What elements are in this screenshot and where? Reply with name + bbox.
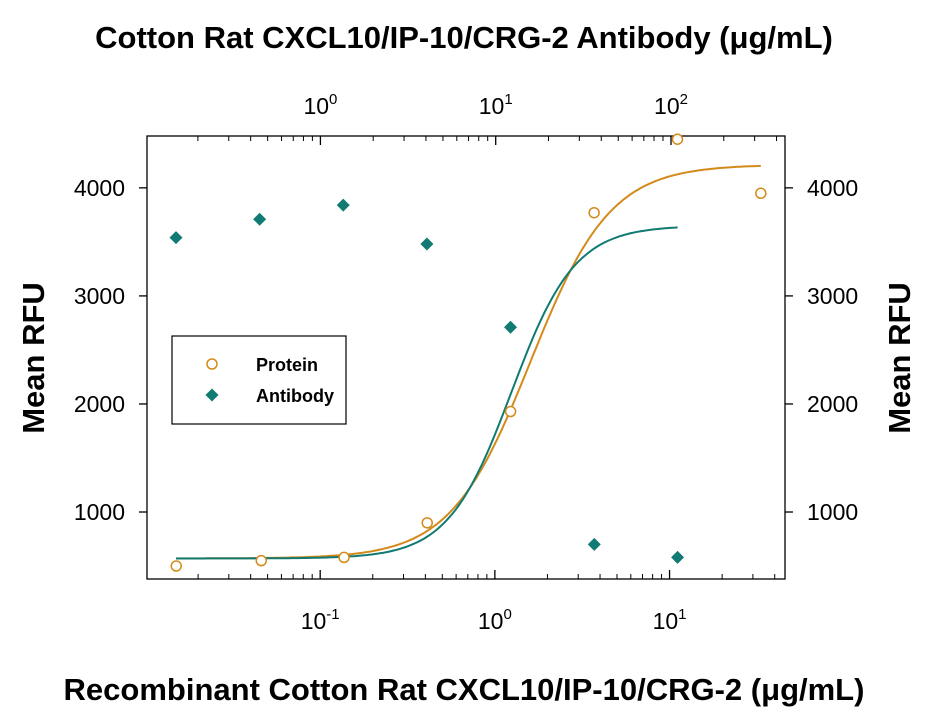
top-axis-tick-label: 100	[303, 91, 337, 119]
data-points	[169, 133, 767, 572]
top-axis-tick-label: 101	[479, 91, 513, 119]
legend-label-antibody: Antibody	[256, 386, 334, 406]
protein-data-point	[255, 554, 268, 567]
protein-data-point	[504, 405, 517, 418]
left-axis-title: Mean RFU	[16, 282, 51, 434]
protein-data-point	[338, 551, 350, 564]
y-tick-label-left: 1000	[74, 499, 125, 525]
antibody-data-point	[169, 231, 183, 245]
protein-data-point	[170, 560, 183, 572]
bottom-axis-tick-label: 100	[478, 606, 512, 634]
protein-data-point	[755, 187, 767, 200]
legend-box	[171, 335, 347, 425]
bottom-axis-tick-label: 10-1	[301, 606, 340, 634]
antibody-data-point	[420, 237, 434, 251]
legend-label-protein: Protein	[256, 355, 318, 375]
y-tick-label-right: 1000	[807, 499, 858, 525]
y-tick-label-right: 2000	[807, 391, 858, 417]
antibody-data-point	[671, 550, 685, 564]
y-tick-label-left: 2000	[74, 391, 125, 417]
legend-marker-protein	[206, 358, 218, 370]
right-axis-title: Mean RFU	[882, 282, 917, 434]
protein-data-point	[421, 517, 433, 529]
y-tick-label-left: 4000	[74, 175, 125, 201]
y-tick-label-right: 3000	[807, 283, 858, 309]
axis-ticks: 1000 1000 2000 2000 3000 3000 4000 4000 10-1 100 1…	[74, 91, 858, 634]
top-axis-tick-label: 102	[654, 91, 688, 119]
bottom-axis-title: Recombinant Cotton Rat CXCL10/IP-10/CRG-…	[64, 672, 865, 707]
antibody-data-point	[504, 320, 518, 334]
protein-data-point	[588, 206, 600, 219]
bottom-axis-tick-label: 101	[653, 606, 687, 634]
y-tick-label-right: 4000	[807, 175, 858, 201]
plot-frame	[146, 135, 786, 580]
antibody-data-point	[253, 212, 267, 226]
top-axis-title: Cotton Rat CXCL10/IP-10/CRG-2 Antibody (…	[95, 20, 833, 55]
legend: Protein Antibody	[171, 335, 347, 425]
protein-data-point	[671, 133, 684, 145]
y-tick-label-left: 3000	[74, 283, 125, 309]
antibody-data-point	[587, 537, 601, 551]
antibody-data-point	[336, 198, 350, 212]
legend-marker-antibody	[205, 388, 219, 402]
